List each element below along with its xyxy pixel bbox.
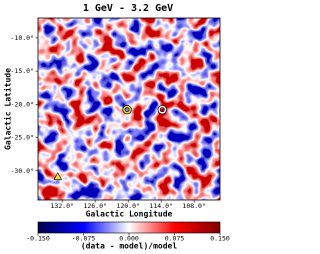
source-marker	[123, 105, 132, 114]
x-tick-label: 108.0°	[182, 202, 205, 210]
colorbar-tick-label: 0.000	[119, 235, 139, 243]
colorbar-tick-label: 0.150	[210, 235, 230, 243]
x-tick-label: 126.0°	[83, 202, 106, 210]
y-tick-label: -10.0°	[11, 34, 34, 42]
y-tick-label: -20.0°	[11, 100, 34, 108]
x-axis-label: Galactic Longitude	[86, 209, 173, 219]
y-tick-label: -30.0°	[11, 167, 34, 175]
colorbar-tick-label: -0.150	[26, 235, 50, 243]
y-axis-label: Galactic Latitude	[3, 68, 13, 150]
source-marker	[53, 172, 63, 180]
colorbar-tick-label: 0.075	[165, 235, 185, 243]
source-marker	[158, 105, 167, 114]
x-tick-label: 132.0°	[50, 202, 73, 210]
y-tick-label: -15.0°	[11, 67, 34, 75]
colorbar-label: (data - model)/model	[81, 242, 178, 251]
plot-frame	[37, 17, 221, 201]
chart: 1 GeV - 3.2 GeV Galactic Longitude Galac…	[3, 3, 230, 251]
chart-title: 1 GeV - 3.2 GeV	[83, 3, 173, 14]
x-tick-label: 114.0°	[149, 202, 172, 210]
y-tick-label: -25.0°	[11, 134, 34, 142]
x-tick-label: 120.0°	[116, 202, 139, 210]
colorbar	[37, 221, 221, 234]
colorbar-tick-label: -0.075	[72, 235, 96, 243]
